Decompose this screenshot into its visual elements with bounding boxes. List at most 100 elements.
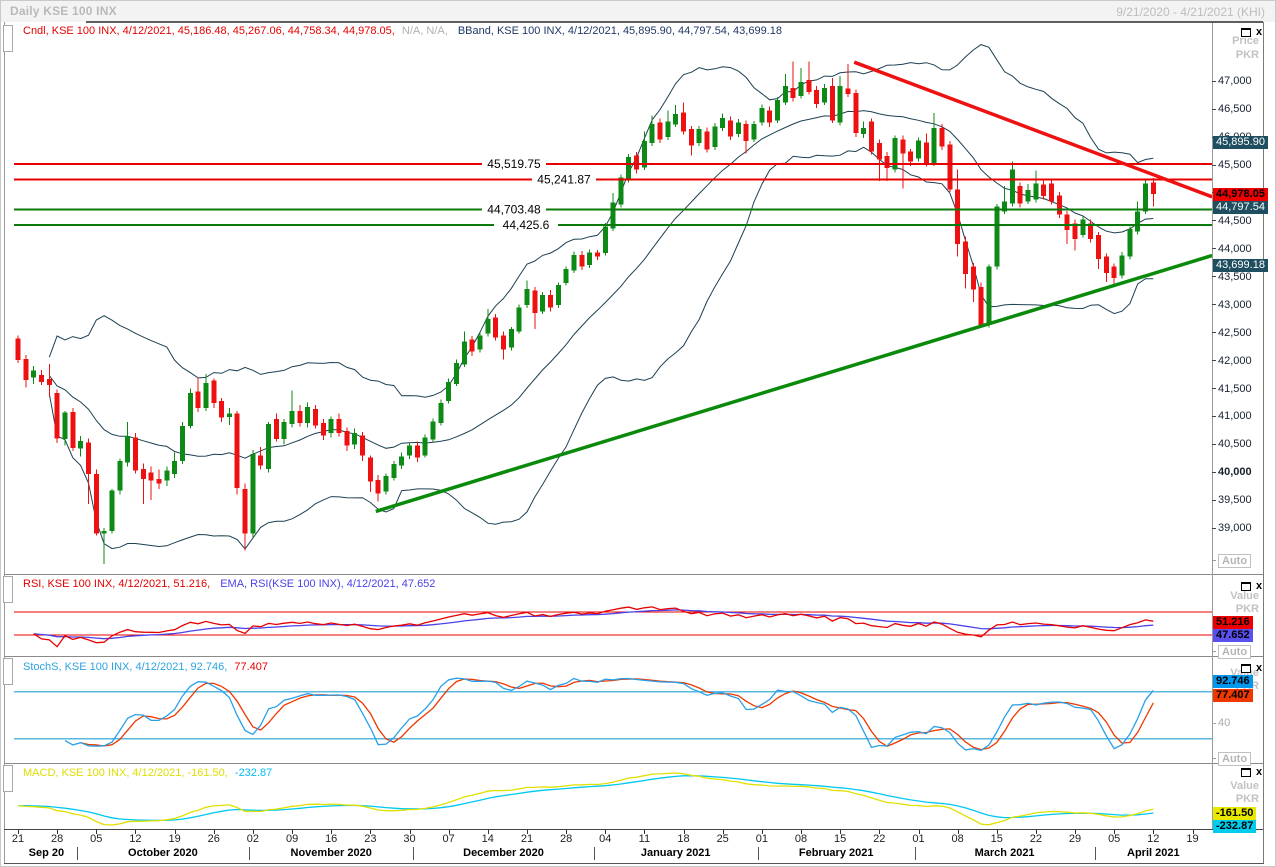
main-panel-controls: x (1241, 26, 1263, 38)
time-axis-day-label: 14 (481, 833, 494, 845)
price-axis-tick: 42,500 (1212, 327, 1252, 339)
stoch-k-badge: 92.746 (1213, 675, 1253, 689)
time-axis-tick (1035, 830, 1037, 834)
time-axis-day-label: 05 (1108, 833, 1121, 845)
price-axis-tick: 45,500 (1212, 159, 1252, 171)
time-axis-tick (96, 830, 98, 834)
stoch-legend[interactable]: StochS, KSE 100 INX, 4/12/2021, 92.746, … (23, 661, 268, 673)
legend-stoch-k-values: StochS, KSE 100 INX, 4/12/2021, 92.746, (23, 661, 228, 673)
time-axis-tick (1153, 830, 1155, 834)
time-axis-day-label: 28 (50, 833, 64, 845)
macd-axis-title: Value (1230, 780, 1259, 792)
time-axis-tick (252, 830, 254, 834)
time-axis-day-label: 19 (1186, 833, 1199, 845)
panel-separator-rsi[interactable] (4, 574, 1263, 575)
time-axis-tick (566, 830, 568, 834)
price-axis-tick: 42,000 (1212, 355, 1252, 367)
legend-candle-values: Cndl, KSE 100 INX, 4/12/2021, 45,186.48,… (23, 25, 395, 37)
rsi-axis-unit: PKR (1235, 603, 1259, 615)
time-axis-month-label: Sep 20 (28, 847, 65, 859)
time-axis-day-label: 05 (90, 833, 103, 845)
time-axis-month-label: March 2021 (974, 847, 1035, 859)
time-axis-tick (605, 830, 607, 834)
close-icon[interactable]: x (1256, 766, 1263, 778)
auto-scale-button-stoch[interactable]: Auto (1218, 752, 1252, 766)
price-axis-tick: 47,000 (1212, 75, 1252, 87)
price-axis-tick: 44,500 (1212, 215, 1252, 227)
panel-splitter-handle-macd[interactable] (3, 765, 13, 792)
maximize-icon[interactable] (1241, 768, 1251, 777)
time-axis-day-label: 23 (364, 833, 377, 845)
auto-tick-main (1212, 560, 1216, 561)
time-axis-day-label: 08 (951, 833, 964, 845)
time-axis-tick (135, 830, 137, 834)
time-axis-tick (331, 830, 333, 834)
time-axis-month-label: April 2021 (1127, 847, 1180, 859)
time-axis-tick (918, 830, 920, 834)
auto-scale-button-main[interactable]: Auto (1218, 554, 1252, 568)
time-axis-tick (448, 830, 450, 834)
time-axis-day-label: 16 (325, 833, 338, 845)
time-axis-day-label: 21 (520, 833, 534, 845)
panel-separator-macd[interactable] (4, 763, 1263, 764)
main-chart-plot[interactable]: 45,519.75 45,241.87 44,703.48 44,425.6 (14, 23, 1212, 571)
price-axis-tick: 39,000 (1212, 522, 1252, 534)
frame-left-border (4, 22, 5, 863)
close-icon[interactable]: x (1256, 580, 1263, 592)
price-axis-tick: 39,500 (1212, 494, 1252, 506)
macd-legend[interactable]: MACD, KSE 100 INX, 4/12/2021, -161.50, -… (23, 767, 272, 779)
time-axis-tick (527, 830, 528, 834)
rsi-badge: 51.216 (1213, 616, 1253, 630)
xaxis-top-border (4, 829, 1263, 830)
close-icon[interactable]: x (1256, 662, 1263, 674)
panel-splitter-handle-rsi[interactable] (3, 576, 13, 603)
time-axis-day-label: 08 (794, 833, 808, 845)
price-axis-tick: 43,000 (1212, 299, 1252, 311)
time-axis-tick (996, 830, 998, 834)
time-axis-day-label: 26 (207, 833, 220, 845)
close-icon[interactable]: x (1256, 26, 1263, 38)
title-bar[interactable]: Daily KSE 100 INX 9/21/2020 - 4/21/2021 … (1, 1, 1275, 22)
price-axis-tick: 44,000 (1212, 243, 1252, 255)
legend-na-values: N/A, N/A, (401, 25, 448, 37)
svg-text:44,703.48: 44,703.48 (487, 202, 541, 216)
time-axis-day-label: 28 (559, 833, 573, 845)
svg-text:45,519.75: 45,519.75 (487, 157, 541, 171)
stoch-plot[interactable] (14, 656, 1212, 763)
macd-plot[interactable] (14, 763, 1212, 829)
panel-splitter-handle-stoch[interactable] (3, 658, 13, 685)
price-badge: 44,978.05 (1213, 187, 1268, 201)
rsi-legend[interactable]: RSI, KSE 100 INX, 4/12/2021, 51.216, EMA… (23, 578, 435, 590)
time-axis-month-separator (76, 847, 78, 860)
rsi-plot[interactable] (14, 574, 1212, 656)
time-axis-tick (840, 830, 842, 834)
time-axis-day-label: 18 (677, 833, 690, 845)
time-axis-tick (761, 830, 763, 834)
time-axis-day-label: 22 (873, 833, 886, 845)
time-axis-month-label: February 2021 (798, 847, 874, 859)
chart-date-range: 9/21/2020 - 4/21/2021 (KHI) (1116, 5, 1265, 19)
time-axis-day-label: 09 (285, 833, 299, 845)
main-legend[interactable]: Cndl, KSE 100 INX, 4/12/2021, 45,186.48,… (23, 25, 782, 37)
time-axis-day-label: 25 (716, 833, 729, 845)
time-axis-tick (370, 830, 372, 834)
time-axis-month-separator (757, 847, 759, 860)
svg-text:44,425.6: 44,425.6 (503, 218, 550, 232)
macd-signal-badge: -232.87 (1213, 819, 1257, 833)
price-axis-unit: PKR (1235, 49, 1259, 61)
panel-splitter-handle-main[interactable] (3, 25, 13, 52)
macd-axis-unit: PKR (1235, 793, 1259, 805)
maximize-icon[interactable] (1241, 664, 1251, 673)
price-badge: 43,699.18 (1213, 259, 1268, 273)
maximize-icon[interactable] (1241, 28, 1251, 37)
price-axis-tick: 43,500 (1212, 271, 1252, 283)
rsi-panel-controls: x (1241, 580, 1263, 592)
time-axis-day-label: 01 (755, 833, 769, 845)
panel-separator-stoch[interactable] (4, 656, 1263, 657)
legend-stoch-d-value: 77.407 (234, 661, 268, 673)
time-axis-day-label: 02 (246, 833, 260, 845)
auto-scale-button-rsi[interactable]: Auto (1218, 645, 1252, 659)
maximize-icon[interactable] (1241, 582, 1251, 591)
time-axis-tick (722, 830, 724, 834)
